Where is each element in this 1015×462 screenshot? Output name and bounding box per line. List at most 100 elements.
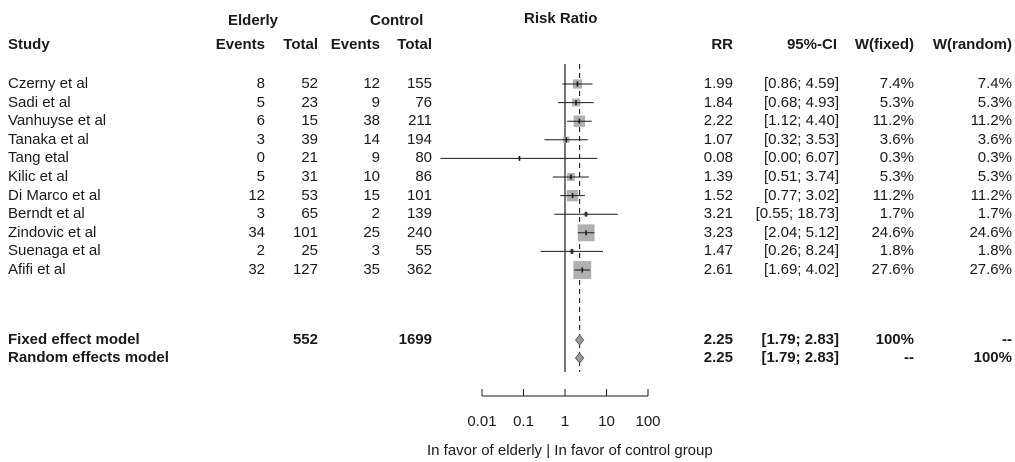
weight-random: 7.4% — [977, 75, 1012, 92]
control-events: 9 — [371, 149, 380, 167]
rr-value: 1.47 — [703, 242, 733, 260]
rr-value: 1.84 — [703, 93, 733, 111]
elderly-events: 3 — [256, 205, 265, 223]
weight-fixed: 27.6% — [871, 261, 914, 278]
study-label: Tanaka et al — [8, 130, 89, 148]
elderly-total: 52 — [301, 75, 318, 92]
elderly-events: 6 — [256, 112, 265, 130]
summary-rr-value: 2.25 — [703, 331, 733, 348]
elderly-events: 2 — [256, 242, 265, 260]
events1-header: Events — [215, 36, 265, 53]
summary-diamond — [574, 334, 585, 346]
x-tick-label: 0.1 — [513, 413, 534, 430]
weight-fixed: 11.2% — [872, 112, 914, 130]
ci-value: [0.68; 4.93] — [763, 93, 839, 111]
control-total: 139 — [406, 205, 432, 223]
control-total: 80 — [415, 149, 432, 167]
elderly-events: 3 — [256, 130, 265, 148]
elderly-total: 21 — [301, 149, 318, 167]
plot-title: Risk Ratio — [524, 10, 598, 27]
control-events: 9 — [371, 93, 380, 111]
weight-fixed: 1.7% — [879, 205, 914, 223]
rr-value: 3.21 — [703, 205, 733, 223]
weight-fixed: 1.8% — [879, 242, 914, 260]
summary-ci-value: [1.79; 2.83] — [761, 331, 839, 348]
weight-fixed: 0.3% — [879, 149, 914, 167]
weight-fixed: 11.2% — [872, 186, 914, 204]
x-tick-label: 100 — [635, 413, 660, 430]
rr-header: RR — [711, 36, 733, 53]
weight-random: 27.6% — [969, 261, 1012, 278]
study-label: Kilic et al — [8, 168, 69, 185]
elderly-total: 31 — [301, 168, 318, 185]
control-total: 194 — [406, 130, 432, 148]
control-events: 14 — [363, 130, 380, 148]
control-total: 101 — [406, 186, 432, 204]
control-total: 240 — [406, 223, 432, 241]
study-label: Berndt et al — [8, 205, 85, 223]
control-events: 15 — [363, 186, 380, 204]
study-label: Zindovic et al — [8, 223, 97, 241]
study-label: Afifi et al — [8, 261, 66, 278]
control-total: 155 — [406, 75, 432, 92]
study-label: Suenaga et al — [8, 242, 101, 260]
ci-value: [0.55; 18.73] — [755, 205, 839, 223]
study-label: Tang etal — [8, 149, 69, 167]
weight-random: 1.8% — [977, 242, 1012, 260]
x-tick-label: 1 — [561, 413, 569, 430]
summary-elderly-total: 552 — [292, 331, 318, 348]
control-total: 362 — [406, 261, 432, 278]
ci-value: [0.86; 4.59] — [763, 75, 839, 92]
rr-value: 1.39 — [703, 168, 733, 185]
total2-header: Total — [397, 36, 432, 53]
weight-random: 11.2% — [970, 112, 1012, 130]
study-label: Sadi et al — [8, 93, 71, 111]
weight-random: 3.6% — [977, 130, 1012, 148]
elderly-events: 5 — [256, 93, 265, 111]
w-fixed-header: W(fixed) — [854, 36, 914, 53]
control-events: 38 — [363, 112, 380, 130]
weight-random: 24.6% — [969, 223, 1012, 241]
elderly-total: 23 — [301, 93, 318, 111]
axis-caption: In favor of elderly | In favor of contro… — [427, 442, 713, 459]
x-tick-label: 10 — [598, 413, 615, 430]
ci-header: 95%-CI — [786, 36, 837, 53]
rr-value: 2.61 — [703, 261, 733, 278]
weight-random: 1.7% — [977, 205, 1012, 223]
rr-value: 1.52 — [703, 186, 733, 204]
summary-label: Fixed effect model — [8, 331, 140, 348]
weight-fixed: 5.3% — [879, 93, 914, 111]
elderly-events: 8 — [256, 75, 265, 92]
w-random-header: W(random) — [932, 36, 1012, 53]
ci-value: [0.00; 6.07] — [763, 149, 839, 167]
group2-header: Control — [370, 12, 424, 29]
events2-header: Events — [330, 36, 380, 53]
group1-header: Elderly — [228, 12, 279, 29]
weight-fixed: 7.4% — [879, 75, 914, 92]
control-total: 211 — [408, 112, 432, 130]
elderly-events: 34 — [248, 223, 265, 241]
control-events: 2 — [371, 205, 380, 223]
elderly-events: 0 — [256, 149, 265, 167]
elderly-total: 15 — [301, 112, 318, 130]
summary-weight-fixed: -- — [904, 349, 914, 366]
ci-value: [0.77; 3.02] — [763, 186, 839, 204]
study-label: Vanhuyse et al — [8, 112, 107, 130]
weight-fixed: 5.3% — [879, 168, 914, 185]
weight-random: 5.3% — [977, 168, 1012, 185]
elderly-events: 32 — [248, 261, 265, 278]
control-events: 12 — [363, 75, 380, 92]
weight-random: 0.3% — [977, 149, 1012, 167]
elderly-total: 53 — [301, 186, 318, 204]
total1-header: Total — [283, 36, 318, 53]
study-label: Di Marco et al — [8, 186, 101, 204]
control-events: 35 — [363, 261, 380, 278]
rr-value: 0.08 — [703, 149, 733, 167]
summary-diamond — [574, 352, 585, 364]
ci-value: [0.51; 3.74] — [763, 168, 839, 185]
ci-value: [0.32; 3.53] — [763, 130, 839, 148]
control-events: 25 — [363, 223, 380, 241]
weight-random: 5.3% — [977, 93, 1012, 111]
weight-fixed: 3.6% — [879, 130, 914, 148]
